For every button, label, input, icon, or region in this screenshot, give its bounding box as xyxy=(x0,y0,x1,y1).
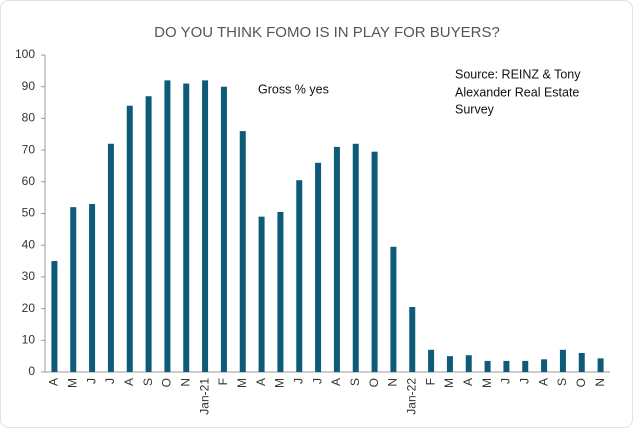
x-tick-label: M xyxy=(480,378,494,388)
x-tick-label: Jan-22 xyxy=(404,378,418,415)
y-tick-label: 40 xyxy=(22,237,36,251)
x-tick-label: M xyxy=(273,378,287,388)
x-tick-label: M xyxy=(235,378,249,388)
x-tick-label: S xyxy=(348,378,362,386)
annotation: Gross % yes xyxy=(258,82,329,96)
bar xyxy=(522,360,529,372)
x-tick-label: A xyxy=(254,378,268,386)
bar xyxy=(164,80,171,373)
bar xyxy=(183,83,190,372)
x-tick-label: O xyxy=(574,378,588,387)
y-tick-label: 20 xyxy=(22,301,36,315)
bar xyxy=(446,356,453,372)
bar xyxy=(89,203,96,372)
bar xyxy=(145,96,152,373)
bar xyxy=(277,211,284,372)
source: Source: REINZ & Tony xyxy=(455,67,581,81)
x-tick-label: M xyxy=(65,378,79,388)
x-tick-label: O xyxy=(160,378,174,387)
bar xyxy=(484,360,491,372)
x-tick-label: S xyxy=(141,378,155,386)
y-tick-label: 80 xyxy=(22,111,36,125)
bar xyxy=(107,143,114,372)
x-tick-label: O xyxy=(367,378,381,387)
x-tick-label: N xyxy=(386,378,400,387)
y-tick-label: 10 xyxy=(22,332,36,346)
x-tick-label: A xyxy=(461,378,475,386)
bar xyxy=(315,162,322,372)
x-tick-label: J xyxy=(103,378,117,384)
x-tick-label: M xyxy=(442,378,456,388)
x-tick-label: F xyxy=(423,378,437,385)
bar xyxy=(597,358,604,372)
source: Survey xyxy=(455,102,495,116)
y-tick-label: 70 xyxy=(22,142,36,156)
x-tick-label: J xyxy=(499,378,513,384)
x-tick-label: A xyxy=(122,378,136,386)
bar xyxy=(409,307,416,372)
x-tick-label: A xyxy=(536,378,550,386)
x-tick-label: A xyxy=(329,378,343,386)
bar xyxy=(220,86,227,372)
bar xyxy=(239,131,246,372)
bar xyxy=(559,349,566,372)
bar xyxy=(126,105,133,372)
bar xyxy=(503,360,510,372)
y-tick-label: 90 xyxy=(22,79,36,93)
x-tick-label: N xyxy=(178,378,192,387)
y-tick-label: 0 xyxy=(28,364,35,378)
x-tick-label: Jan-21 xyxy=(197,378,211,415)
y-tick-label: 100 xyxy=(15,47,35,61)
x-tick-label: A xyxy=(47,378,61,386)
x-tick-label: J xyxy=(291,378,305,384)
bar xyxy=(465,355,472,372)
y-tick-label: 30 xyxy=(22,269,36,283)
x-tick-label: S xyxy=(555,378,569,386)
x-tick-label: J xyxy=(310,378,324,384)
bar xyxy=(578,352,585,372)
source: Alexander Real Estate xyxy=(455,85,579,99)
bar xyxy=(51,261,58,372)
x-tick-label: N xyxy=(593,378,607,387)
y-tick-label: 50 xyxy=(22,206,36,220)
bar xyxy=(352,143,359,372)
bar xyxy=(541,359,548,372)
bar xyxy=(371,151,378,372)
bar xyxy=(258,216,265,372)
x-tick-label: J xyxy=(84,378,98,384)
bar xyxy=(70,207,77,372)
bar xyxy=(390,246,397,372)
chart-title: DO YOU THINK FOMO IS IN PLAY FOR BUYERS? xyxy=(154,24,500,41)
y-tick-label: 60 xyxy=(22,174,36,188)
bar xyxy=(428,349,435,372)
bar xyxy=(333,146,340,372)
x-tick-label: J xyxy=(517,378,531,384)
bar xyxy=(202,80,209,373)
bar xyxy=(296,180,303,372)
x-tick-label: F xyxy=(216,378,230,385)
